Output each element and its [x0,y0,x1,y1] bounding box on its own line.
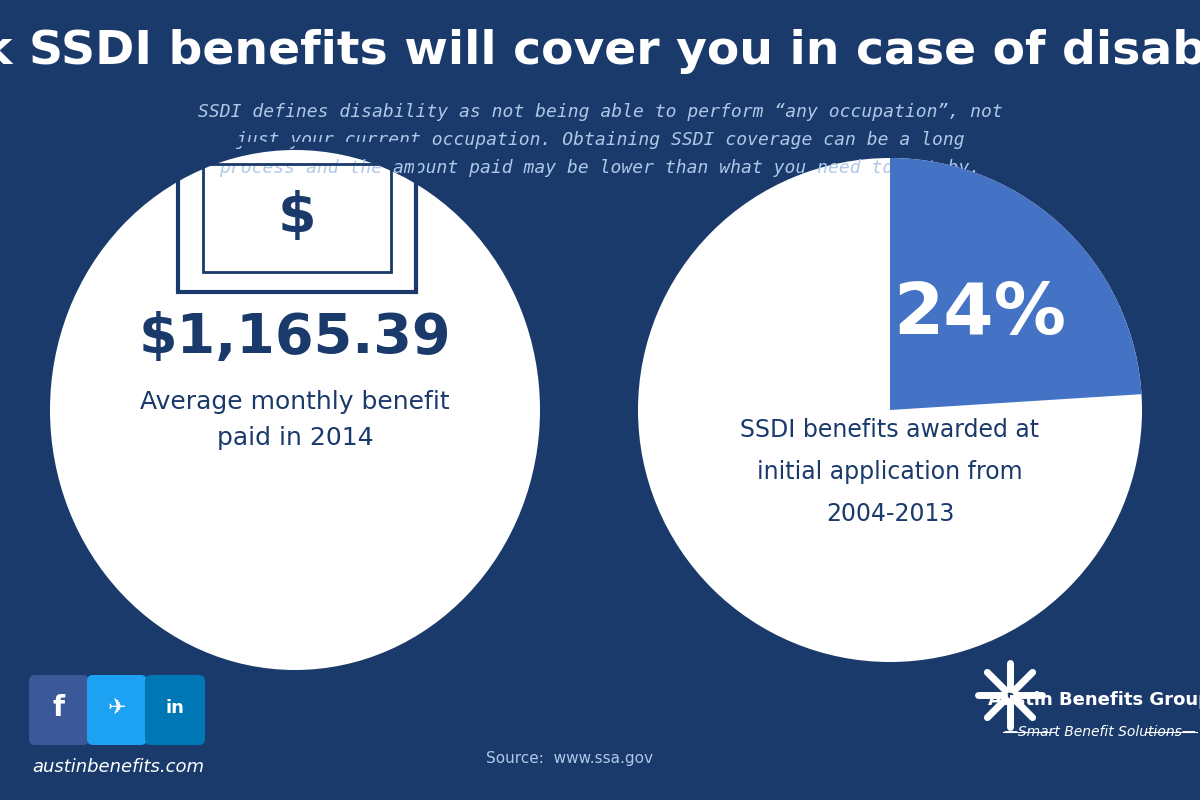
Text: process and the amount paid may be lower than what you need to get by.: process and the amount paid may be lower… [220,159,980,177]
Text: f: f [53,694,65,722]
Circle shape [638,158,1142,662]
Wedge shape [890,158,1141,410]
Text: 2004-2013: 2004-2013 [826,502,954,526]
Text: —Smart Benefit Solutions—: —Smart Benefit Solutions— [1004,725,1196,739]
FancyBboxPatch shape [88,675,148,745]
Text: $: $ [277,190,317,244]
Text: Average monthly benefit: Average monthly benefit [140,390,450,414]
Text: in: in [166,699,185,717]
FancyBboxPatch shape [145,675,205,745]
Text: Think SSDI benefits will cover you in case of disability?: Think SSDI benefits will cover you in ca… [0,30,1200,74]
FancyBboxPatch shape [29,675,89,745]
Ellipse shape [50,150,540,670]
Text: austinbenefits.com: austinbenefits.com [32,758,204,776]
Text: initial application from: initial application from [757,460,1022,484]
Text: paid in 2014: paid in 2014 [217,426,373,450]
Text: Source:  www.ssa.gov: Source: www.ssa.gov [486,750,654,766]
Text: Austin Benefits Group: Austin Benefits Group [989,691,1200,709]
Text: 24%: 24% [893,280,1067,349]
Text: ✈: ✈ [108,698,126,718]
Text: just your current occupation. Obtaining SSDI coverage can be a long: just your current occupation. Obtaining … [235,131,965,149]
Text: $1,165.39: $1,165.39 [139,311,451,365]
Text: SSDI benefits awarded at: SSDI benefits awarded at [740,418,1039,442]
Text: SSDI defines disability as not being able to perform “any occupation”, not: SSDI defines disability as not being abl… [198,103,1002,121]
